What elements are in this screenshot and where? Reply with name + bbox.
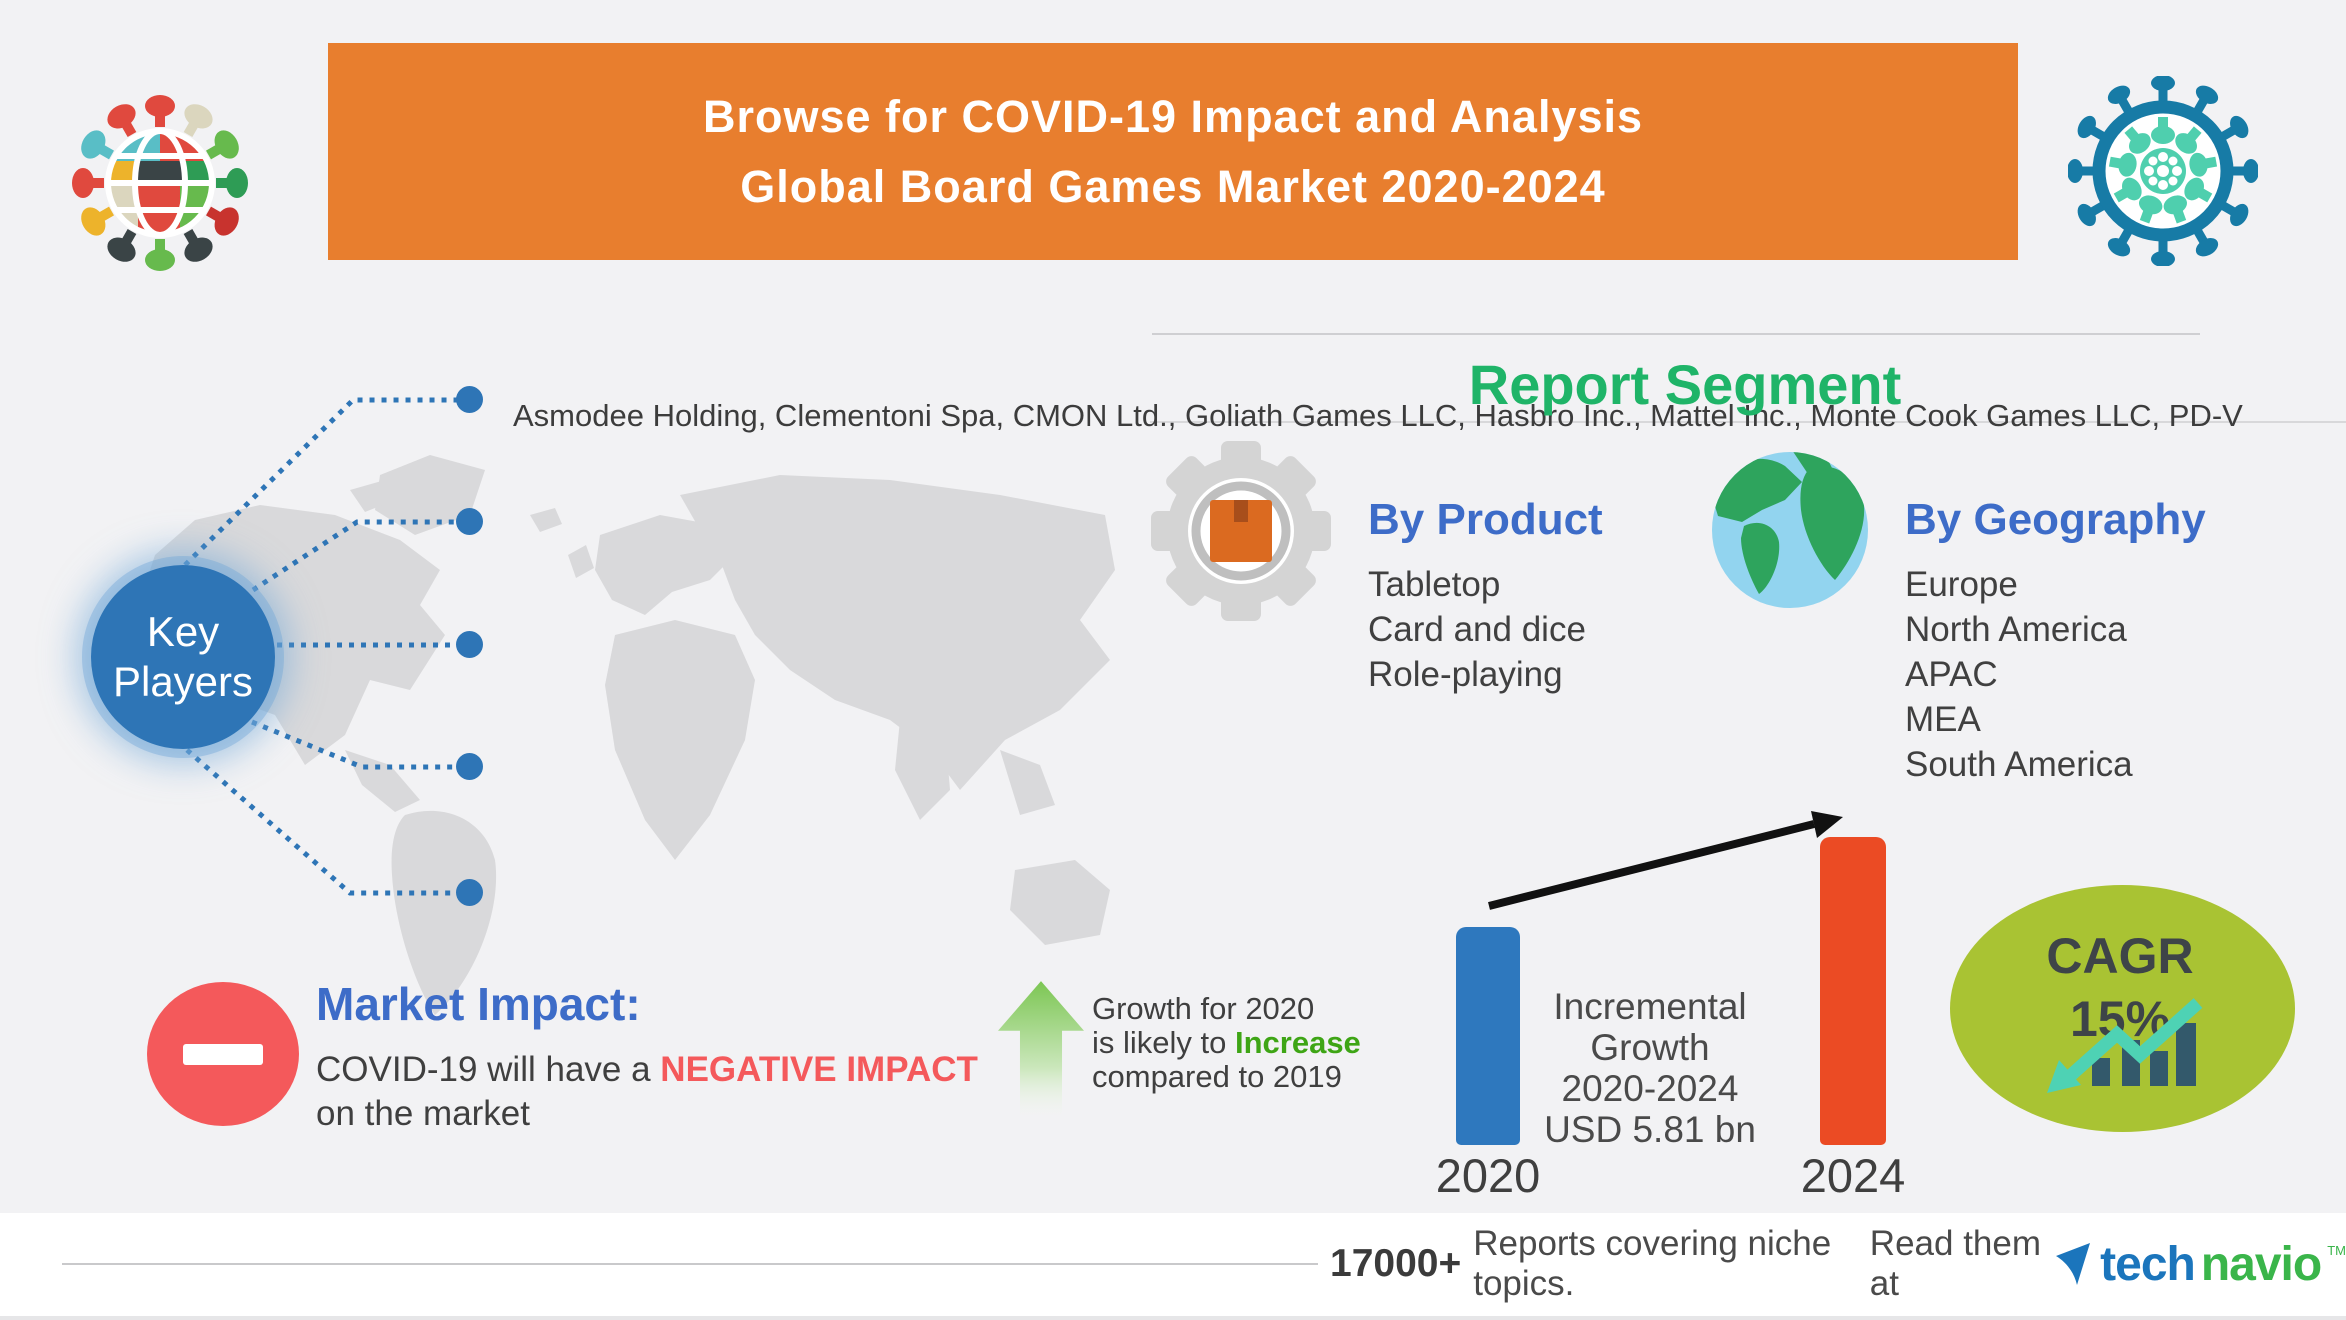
globe-virus-icon (72, 95, 248, 271)
by-product-title: By Product (1368, 495, 1603, 544)
minus-icon (183, 1043, 263, 1065)
key-players-circle: Key Players (91, 565, 275, 749)
growth-line3: compared to 2019 (1092, 1059, 1342, 1094)
key-players-divider (1150, 421, 2346, 423)
banner-line2: Global Board Games Market 2020-2024 (740, 160, 1606, 212)
player-node-dot (456, 386, 483, 413)
growth-note: Growth for 2020 is likely to Increase co… (1092, 992, 1361, 1094)
footer-divider (62, 1263, 1318, 1265)
reports-count: 17000+ (1330, 1242, 1462, 1285)
market-impact-text: COVID-19 will have a NEGATIVE IMPACT on … (316, 1048, 978, 1136)
negative-impact-icon (147, 982, 299, 1126)
bar-2024 (1820, 837, 1886, 1145)
growth-highlight: Increase (1234, 1025, 1361, 1060)
geography-item: MEA (1905, 700, 1981, 739)
product-gear-icon (1151, 441, 1331, 621)
by-geography-title: By Geography (1905, 495, 2206, 544)
growth-trend-arrow (1488, 811, 1843, 910)
by-geography-list: Europe North America APAC MEA South Amer… (1905, 562, 2133, 787)
title-banner[interactable]: Browse for COVID-19 Impact and Analysis … (328, 43, 2018, 260)
technavio-logo[interactable]: tech navio TM (2054, 1237, 2346, 1292)
impact-text-suffix: on the market (316, 1094, 530, 1133)
key-players-list: Asmodee Holding, Clementoni Spa, CMON Lt… (513, 398, 2243, 433)
geography-item: Europe (1905, 565, 2018, 604)
world-map (140, 455, 1115, 1015)
player-node-dot (456, 631, 483, 658)
growth-line1: Growth for 2020 (1092, 991, 1315, 1026)
bottom-strip (0, 1316, 2346, 1320)
player-node-dot (456, 753, 483, 780)
report-segment-title: Report Segment (1468, 353, 1902, 416)
technavio-logo-tech: tech (2100, 1237, 2196, 1291)
geography-item: North America (1905, 610, 2127, 649)
product-item: Card and dice (1368, 610, 1586, 649)
growth-up-arrow-icon (998, 981, 1084, 1115)
bar-2020 (1456, 927, 1520, 1145)
geography-item: South America (1905, 745, 2133, 784)
key-players-label-1: Key (146, 608, 220, 655)
cagr-ellipse (1950, 885, 2295, 1132)
bar-label-2020: 2020 (1435, 1149, 1541, 1202)
trademark-symbol: TM (2327, 1242, 2346, 1258)
impact-text-prefix: COVID-19 will have a (316, 1050, 661, 1089)
technavio-logo-navio: navio (2200, 1237, 2322, 1291)
footer-read-text: Read them at (1869, 1224, 2042, 1303)
footer-content: 17000+ Reports covering niche topics. Re… (1330, 1224, 2346, 1303)
by-product-list: Tabletop Card and dice Role-playing (1368, 562, 1586, 697)
cagr-label: CAGR (2046, 928, 2194, 984)
technavio-logo-icon (2056, 1243, 2091, 1285)
market-impact-title: Market Impact: (316, 978, 641, 1030)
player-node-dot (456, 879, 483, 906)
bar-label-2024: 2024 (1800, 1149, 1906, 1202)
cagr-chart-icon (2047, 998, 2203, 1093)
growth-line2-prefix: is likely to (1092, 1025, 1235, 1060)
top-divider (1152, 333, 2200, 335)
product-item: Role-playing (1368, 655, 1563, 694)
coronavirus-icon (2068, 76, 2258, 266)
geography-earth-icon (1712, 452, 1868, 608)
footer-text: Reports covering niche topics. (1473, 1224, 1832, 1303)
player-node-dot (456, 508, 483, 535)
impact-text-highlight: NEGATIVE IMPACT (660, 1050, 978, 1089)
key-players-label-2: Players (112, 658, 254, 705)
incremental-growth-note: Incremental Growth 2020-2024 USD 5.81 bn (1544, 986, 1756, 1150)
geography-item: APAC (1905, 655, 1998, 694)
banner-line1: Browse for COVID-19 Impact and Analysis (702, 90, 1644, 142)
product-item: Tabletop (1368, 565, 1501, 604)
